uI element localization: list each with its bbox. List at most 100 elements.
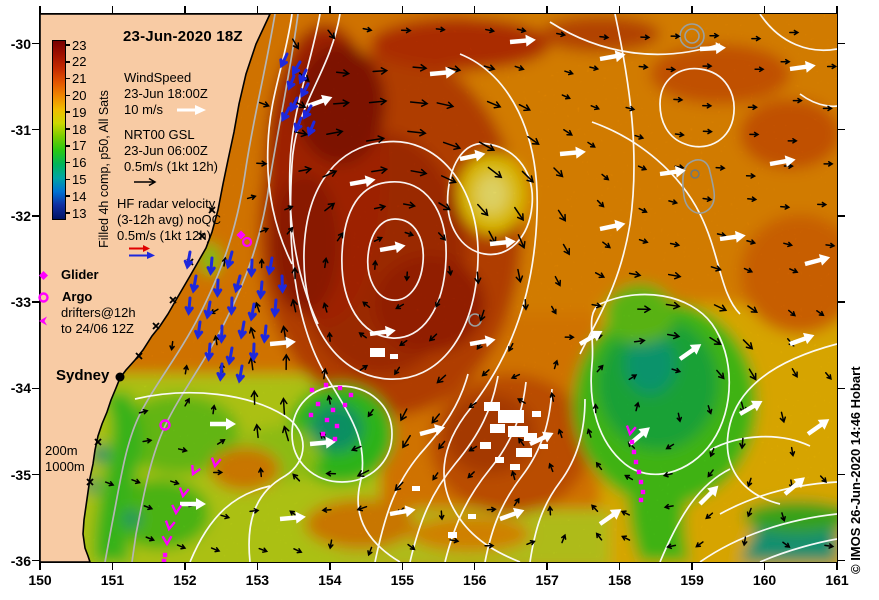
y-tick-label: -36	[10, 552, 31, 569]
y-tick-right	[837, 128, 845, 131]
x-tick	[836, 562, 838, 570]
gsl-scale: 0.5m/s (1kt 12h)	[124, 159, 218, 174]
map-title: 23-Jun-2020 18Z	[123, 28, 243, 45]
y-tick-label: -35	[10, 466, 31, 483]
y-tick	[32, 215, 40, 217]
wind-time: 23-Jun 18:00Z	[124, 86, 208, 101]
x-tick	[691, 562, 693, 570]
x-tick	[763, 562, 766, 570]
x-tick-top	[763, 6, 766, 14]
x-tick	[111, 562, 114, 570]
colorbar-tick	[66, 178, 70, 181]
glider-label: Glider	[61, 267, 99, 282]
cloud-patches	[370, 348, 548, 538]
y-tick-right	[837, 473, 845, 476]
y-tick-right	[837, 301, 845, 303]
drifters-line2: to 24/06 12Z	[61, 321, 134, 336]
colorbar-tick-label: 13	[72, 205, 87, 221]
x-tick	[184, 562, 186, 570]
legend-glider: Glider	[38, 267, 99, 283]
y-tick	[32, 42, 40, 45]
y-tick	[32, 473, 40, 476]
y-tick	[32, 559, 40, 562]
wind-arrow-icon	[177, 105, 207, 115]
gsl-title: NRT00 GSL	[124, 127, 195, 142]
x-tick-label: 155	[390, 572, 414, 588]
y-tick-label: -32	[10, 207, 31, 224]
colorbar-tick	[66, 44, 70, 46]
y-tick	[32, 387, 40, 390]
city-label: Sydney	[56, 367, 110, 384]
x-tick	[473, 562, 476, 570]
x-tick-top	[401, 6, 404, 14]
depth-labels: 200m 1000m	[45, 443, 85, 475]
map-frame	[39, 13, 838, 563]
wind-arrows	[180, 34, 831, 526]
colorbar-tick-label: 15	[72, 171, 87, 187]
gsl-arrow-icon	[134, 177, 157, 187]
colorbar-tick-label: 16	[72, 155, 87, 171]
colorbar-tick	[66, 161, 70, 164]
colorbar-tick	[66, 77, 70, 80]
y-tick-label: -30	[10, 35, 31, 52]
legend-hf-radar: HF radar velocity (3-12h avg) noQC 0.5m/…	[117, 196, 221, 263]
x-tick-top	[111, 6, 114, 14]
drifters-line1: drifters@12h	[61, 305, 136, 320]
colorbar-tick-label: 17	[72, 138, 87, 154]
x-tick-top	[256, 6, 259, 14]
colorbar-tick	[66, 61, 70, 63]
colorbar-tick	[66, 111, 70, 113]
colorbar-tick-label: 18	[72, 121, 87, 137]
current-arrows	[104, 26, 837, 557]
y-tick-label: -34	[10, 380, 31, 397]
colorbar-tick	[66, 145, 70, 147]
colorbar-label: Filled 4h comp, p50, All Sats	[97, 90, 111, 248]
legend-drifters: drifters@12h to 24/06 12Z	[37, 305, 136, 337]
x-tick-top	[618, 6, 621, 14]
hf-title: HF radar velocity	[117, 196, 216, 211]
x-tick	[401, 562, 404, 570]
colorbar-tick-label: 22	[72, 54, 87, 70]
x-tick-label: 161	[825, 572, 849, 588]
watermark: © IMOS 26-Jun-2020 14:46 Hobart	[848, 366, 863, 574]
x-tick-top	[836, 6, 838, 14]
coastline	[40, 14, 271, 562]
y-tick-label: -31	[10, 121, 31, 138]
sydney-dot	[115, 372, 125, 382]
x-tick	[618, 562, 621, 570]
ssh-contours	[134, 14, 837, 562]
x-tick-label: 156	[463, 572, 487, 588]
depth-200m: 200m	[45, 443, 78, 458]
x-tick-top	[184, 6, 186, 14]
x-tick	[256, 562, 259, 570]
hf-radar-arrows	[183, 52, 316, 384]
wind-title: WindSpeed	[124, 70, 192, 85]
x-tick-label: 152	[173, 572, 197, 588]
y-tick	[32, 301, 40, 303]
y-tick-right	[837, 42, 845, 45]
x-tick-label: 153	[245, 572, 270, 588]
colorbar-tick-label: 21	[72, 71, 87, 87]
x-tick-top	[473, 6, 476, 14]
argo-label: Argo	[62, 289, 93, 304]
colorbar-tick	[66, 212, 70, 214]
x-tick-top	[546, 6, 548, 14]
glider-diamond-icon	[39, 270, 48, 280]
land	[40, 14, 271, 562]
drifter-arrow-icon	[39, 316, 47, 326]
x-tick-label: 158	[607, 572, 632, 588]
y-tick-right	[837, 215, 845, 217]
y-tick-right	[837, 559, 845, 562]
x-tick	[546, 562, 548, 570]
legend-gsl: NRT00 GSL 23-Jun 06:00Z 0.5m/s (1kt 12h)	[124, 127, 218, 191]
x-tick-label: 150	[28, 572, 52, 588]
depth-1000m: 1000m	[45, 459, 85, 474]
y-tick-label: -33	[10, 294, 31, 311]
gsl-time: 23-Jun 06:00Z	[124, 143, 208, 158]
legend-argo: Argo	[37, 289, 92, 305]
x-tick	[39, 562, 41, 570]
map-canvas	[40, 14, 837, 562]
colorbar-tick-label: 20	[72, 87, 87, 103]
colorbar-tick-label: 23	[72, 37, 87, 53]
